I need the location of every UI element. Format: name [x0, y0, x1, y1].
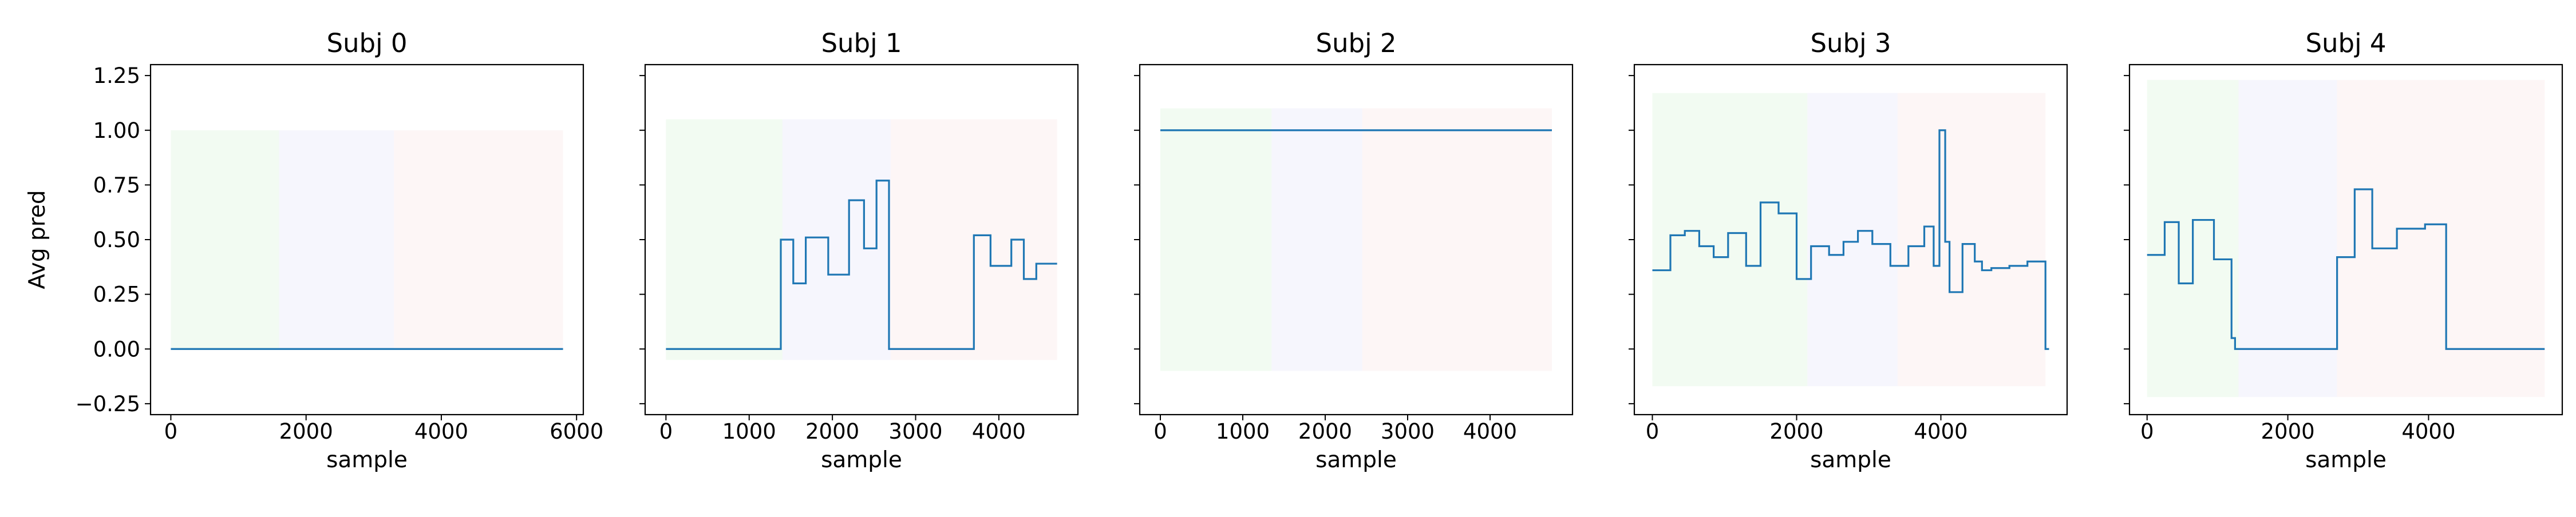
series-line	[1652, 129, 2049, 350]
region-band-0	[666, 119, 783, 360]
series-line	[2147, 188, 2545, 350]
region-band-1	[782, 119, 891, 360]
region-band-1	[279, 130, 394, 349]
chart-title: Subj 2	[1315, 28, 1396, 58]
region-band-0	[1160, 108, 1272, 371]
y-tick-label: 1.00	[93, 118, 140, 143]
x-tick-label: 4000	[1914, 419, 1967, 444]
x-axis-label: sample	[1810, 447, 1891, 473]
x-tick-label: 6000	[550, 419, 603, 444]
x-tick-label: 3000	[1381, 419, 1435, 444]
x-tick-label: 2000	[1769, 419, 1823, 444]
chart-title: Subj 0	[326, 28, 407, 58]
region-band-0	[1652, 93, 1808, 387]
x-tick-label: 0	[1646, 419, 1660, 444]
y-tick-label: 0.75	[93, 173, 140, 197]
x-tick-label: 0	[659, 419, 673, 444]
x-axis-label: sample	[2305, 447, 2387, 473]
subplot-2: 0 1000 2000 3000 4000 Subj 2 sample	[1134, 28, 1574, 473]
x-tick-label: 2000	[279, 419, 333, 444]
subplot-1: 0 1000 2000 3000 4000 Subj 1 sample	[639, 28, 1079, 473]
x-axis-label: sample	[821, 447, 902, 473]
region-band-2	[394, 130, 563, 349]
y-tick-label: 0.25	[93, 283, 140, 307]
series-line	[666, 180, 1057, 350]
y-tick-label: −0.25	[76, 392, 140, 416]
chart-title: Subj 1	[821, 28, 902, 58]
x-tick-label: 1000	[1216, 419, 1270, 444]
region-band-1	[1807, 93, 1898, 387]
x-tick-label: 2000	[1298, 419, 1352, 444]
y-axis-label: Avg pred	[25, 190, 50, 289]
x-tick-label: 2000	[805, 419, 859, 444]
region-band-2	[1897, 93, 2046, 387]
x-tick-label: 1000	[722, 419, 776, 444]
region-band-0	[171, 130, 279, 349]
region-band-1	[2238, 79, 2337, 397]
chart-title: Subj 4	[2305, 28, 2386, 58]
x-axis-label: sample	[326, 447, 408, 473]
y-tick-label: 1.25	[93, 63, 140, 88]
x-tick-label: 4000	[414, 419, 468, 444]
subplot-3: 0 2000 4000 Subj 3 sample	[1629, 28, 2068, 473]
x-tick-label: 3000	[888, 419, 942, 444]
x-tick-label: 4000	[1463, 419, 1517, 444]
x-axis-label: sample	[1315, 447, 1397, 473]
x-tick-label: 0	[1153, 419, 1167, 444]
chart-title: Subj 3	[1810, 28, 1891, 58]
x-tick-label: 4000	[972, 419, 1026, 444]
y-tick-label: 0.00	[93, 337, 140, 361]
x-tick-label: 2000	[2261, 419, 2314, 444]
x-tick-label: 4000	[2401, 419, 2455, 444]
subplot-0: 0 2000 4000 6000 −0.25 0.00 0.25 0.50 0.75 1.00 1.…	[25, 28, 603, 473]
y-tick-label: 0.50	[93, 228, 140, 252]
x-tick-label: 0	[164, 419, 178, 444]
x-tick-label: 0	[2140, 419, 2154, 444]
region-band-1	[1271, 108, 1362, 371]
subplot-4: 0 2000 4000 Subj 4 sample	[2124, 28, 2563, 473]
region-band-2	[1362, 108, 1552, 371]
